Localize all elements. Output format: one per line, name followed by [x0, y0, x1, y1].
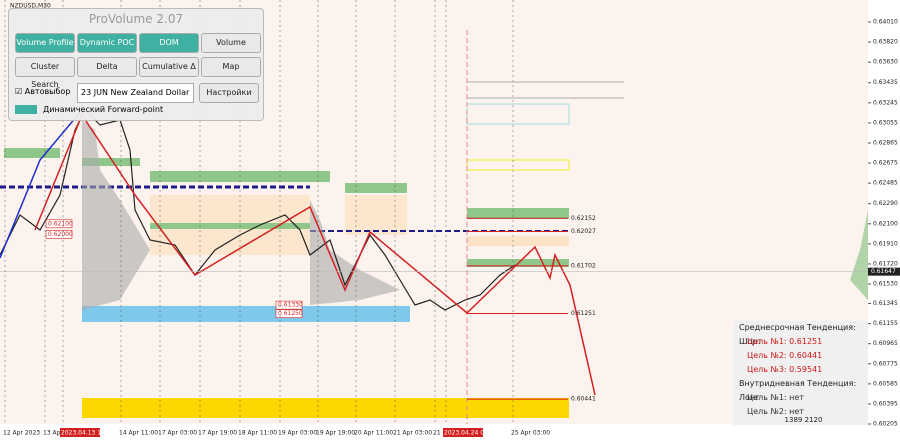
level-label: 0.62152 [571, 215, 596, 222]
poc-label: 0.61330 [278, 302, 303, 309]
target: Цель №1: 0.61251 [747, 337, 823, 346]
time-label: 21 [433, 430, 441, 437]
price-label: 0.62290 [873, 200, 898, 207]
time-highlight [443, 428, 483, 437]
panel-button[interactable]: DOM [139, 33, 199, 53]
instrument-select[interactable]: 23 JUN New Zealand Dollar [77, 83, 194, 103]
time-label: 25 Apr 03:00 [511, 430, 550, 437]
provolume-panel: ProVolume 2.07 Volume Profile Dynamic POC… [8, 8, 264, 121]
level-label: 0.61702 [571, 262, 596, 269]
volume-profile [310, 200, 400, 305]
time-label: 19 Apr 03:00 [278, 430, 317, 437]
time-label: 17 Apr 19:00 [198, 430, 237, 437]
price-label: 0.60775 [873, 360, 898, 367]
count: 1389 [784, 416, 803, 424]
time-label: 2023.04.24 09:00 [444, 430, 498, 437]
checkbox[interactable]: ☑ Автовыбор [15, 87, 71, 96]
box [466, 103, 570, 125]
time-label: 2023.04.13 18:00 [61, 430, 115, 437]
price-label: 0.62485 [873, 180, 898, 187]
time-label: 21 Apr 03:00 [393, 430, 432, 437]
current-price-box [868, 267, 900, 276]
price-label: 0.61155 [873, 320, 898, 327]
medium-trend: Среднесрочная Тенденция: Шорт [739, 323, 856, 346]
current-price: 0.61647 [871, 268, 896, 275]
zone [4, 148, 60, 158]
target: Цель №3: 0.59541 [747, 365, 823, 374]
count: 2120 [804, 416, 823, 424]
poc-box [45, 219, 73, 229]
zigzag [34, 113, 596, 396]
panel-button[interactable]: Cluster Search [15, 57, 75, 89]
zone [150, 223, 310, 229]
time-label: 12 Apr 2023 [3, 430, 40, 437]
level-label: 0.61251 [571, 310, 596, 317]
panel-button[interactable]: Dynamic POC [77, 33, 137, 53]
level-label: 0.60441 [571, 396, 596, 403]
time-label: 20 Apr 11:00 [354, 430, 393, 437]
price-axis [868, 0, 900, 441]
price-label: 0.63245 [873, 99, 898, 106]
label: Динамический Forward-point [43, 105, 164, 114]
panel-button[interactable]: Volume Profile [15, 33, 75, 53]
panel-button[interactable]: Delta [77, 57, 137, 77]
toggle[interactable]: Динамический Forward-point [15, 105, 163, 114]
zone [82, 306, 410, 322]
price-label: 0.61720 [873, 260, 898, 267]
price-label: 0.61910 [873, 240, 898, 247]
price-label: 0.63435 [873, 79, 898, 86]
poc-box [275, 309, 303, 318]
price-label: 0.61530 [873, 281, 898, 288]
volume-profile [82, 120, 150, 310]
poc-label: 0.62000 [48, 231, 73, 238]
price-label: 0.60585 [873, 380, 898, 387]
settings-button[interactable]: Настройки [199, 83, 259, 103]
price-label: 0.62865 [873, 139, 898, 146]
price-label: 0.62100 [873, 220, 898, 227]
poc-box [45, 230, 73, 239]
panel-button[interactable]: Volume [201, 33, 261, 53]
time-label: 14 Apr 11:00 [119, 430, 158, 437]
target: Цель №2: нет [747, 407, 804, 416]
target: Цель №1: нет [747, 393, 804, 402]
price-label: 0.63055 [873, 119, 898, 126]
box [466, 159, 570, 171]
poc-label: 0.61250 [278, 310, 303, 317]
price-label: 0.61345 [873, 300, 898, 307]
volume-profile [850, 210, 868, 300]
time-label: 17 Apr 03:00 [158, 430, 197, 437]
symbol: NZDUSD,M30 [10, 3, 51, 10]
price-label: 0.64010 [873, 19, 898, 26]
price-label: 0.60395 [873, 400, 898, 407]
panel-title: ProVolume 2.07 [88, 12, 184, 26]
poc-label: 0.62100 [48, 220, 73, 227]
time-label: 19 Apr 19:00 [316, 430, 355, 437]
trend [0, 109, 83, 259]
label: Автовыбор [24, 87, 71, 96]
price-label: 0.63630 [873, 59, 898, 66]
price-label: 0.60965 [873, 340, 898, 347]
price-label: 0.62675 [873, 160, 898, 167]
time-axis [0, 424, 868, 441]
zone [82, 398, 569, 418]
price-label: 0.60205 [873, 421, 898, 428]
target: Цель №2: 0.60441 [747, 351, 823, 360]
zone [467, 236, 569, 246]
zone [345, 195, 407, 235]
zone [345, 183, 407, 193]
price-label: 0.63820 [873, 39, 898, 46]
time-highlight [60, 428, 100, 437]
zone [82, 158, 140, 166]
time-label: 18 Apr 11:00 [238, 430, 277, 437]
info-box: Среднесрочная Тенденция: Шорт Цель №1: 0… [733, 321, 868, 425]
level-label: 0.62027 [571, 228, 596, 235]
zone [467, 208, 569, 219]
panel-button[interactable]: Map [201, 57, 261, 77]
intraday-trend: Внутридневная Тенденция: Лонг [739, 379, 857, 402]
panel-button[interactable]: Cumulative Δ [139, 57, 199, 77]
poc-box [275, 300, 303, 310]
